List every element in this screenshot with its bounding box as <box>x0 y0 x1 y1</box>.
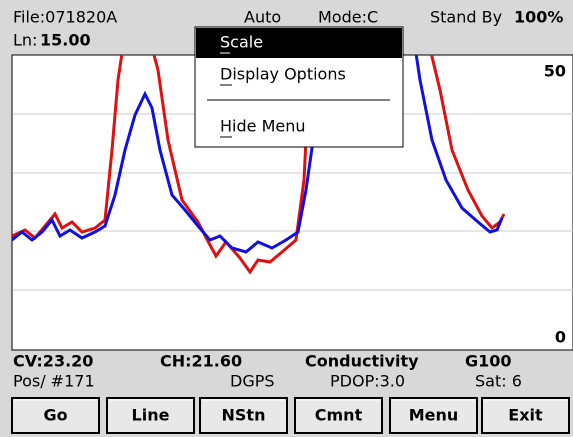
battery: 100% <box>514 8 563 27</box>
button-label[interactable]: NStn <box>222 406 266 425</box>
pdop: PDOP:3.0 <box>330 372 405 391</box>
file: File:071820A <box>13 8 117 27</box>
mode: Conductivity <box>305 352 419 371</box>
button-label[interactable]: Menu <box>409 406 459 425</box>
pos: Pos/ #171 <box>13 372 95 391</box>
gain: G100 <box>465 352 512 371</box>
auto: Auto <box>244 8 281 27</box>
line-value: 15.00 <box>40 31 91 50</box>
line-label: Ln: <box>13 31 37 50</box>
button[interactable] <box>11 397 100 434</box>
blue-trace <box>12 55 504 254</box>
menu-highlight <box>196 28 402 58</box>
gps: DGPS <box>230 372 275 391</box>
grid <box>13 113 573 291</box>
menu-item[interactable]: Display Options <box>220 65 346 84</box>
button-label[interactable]: Go <box>43 406 67 425</box>
button[interactable] <box>106 397 195 434</box>
mode: Mode:C <box>318 8 378 27</box>
button[interactable] <box>199 397 288 434</box>
red-trace <box>12 55 506 275</box>
sat: Sat: 6 <box>475 372 522 391</box>
ch: CH:21.60 <box>160 352 242 371</box>
button-bar: Go Line NStn Cmnt Menu Exit <box>11 397 570 434</box>
button-label[interactable]: Cmnt <box>315 406 363 425</box>
status: Stand By <box>430 8 502 27</box>
button-label[interactable]: Line <box>132 406 170 425</box>
menu-item[interactable]: Hide Menu <box>220 117 306 136</box>
scale-min: 0 <box>555 328 566 347</box>
context-menu: Scale Display Options Hide Menu <box>194 26 404 148</box>
button[interactable] <box>481 397 570 434</box>
scale-max: 50 <box>544 62 566 81</box>
cv: CV:23.20 <box>13 352 93 371</box>
button[interactable] <box>389 397 478 434</box>
button[interactable] <box>294 397 383 434</box>
button-label[interactable]: Exit <box>508 406 543 425</box>
menu-item[interactable]: Scale <box>220 33 263 52</box>
